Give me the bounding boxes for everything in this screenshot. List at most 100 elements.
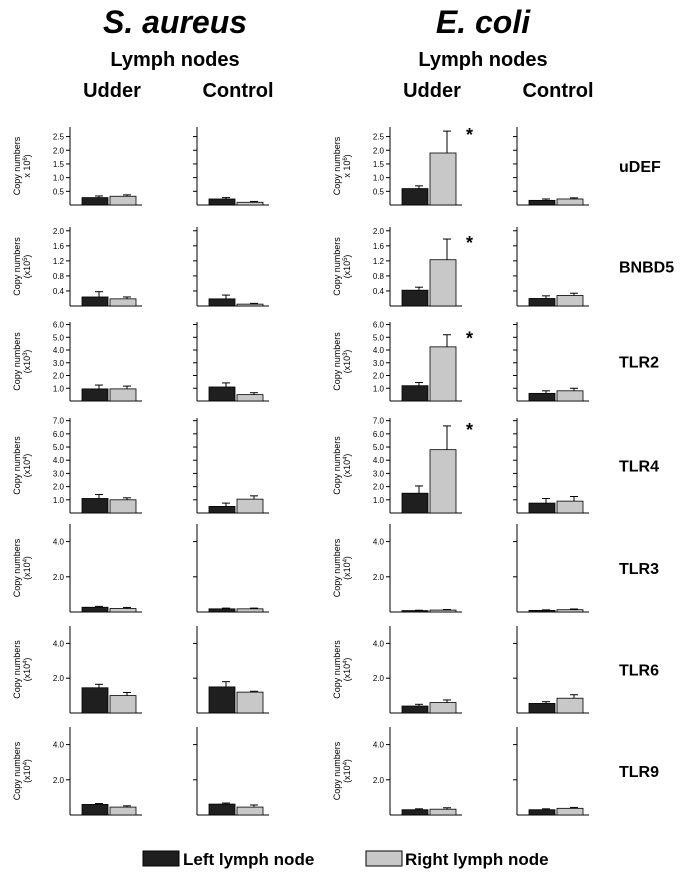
bar-right-lymph-node — [556, 697, 584, 714]
bar-right-lymph-node — [236, 498, 264, 514]
y-tick-label: 5.0 — [373, 333, 385, 342]
y-axis-label-line1: Copy numbers — [332, 640, 342, 699]
y-axis-label-exp: 5 — [23, 257, 29, 261]
y-tick-label: 2.0 — [53, 227, 65, 236]
y-tick-label: 1.0 — [53, 174, 65, 183]
legend-label-left: Left lymph node — [183, 850, 314, 869]
y-axis-label-line2: (x10 — [342, 562, 352, 580]
significance-star: * — [466, 233, 473, 253]
bar-left-lymph-node — [208, 386, 236, 402]
y-axis-label-line2: x 10 — [342, 161, 352, 178]
panel: 2.0 4.0 — [53, 626, 142, 714]
bar-right-lymph-node — [429, 702, 457, 714]
y-tick-label: 0.4 — [53, 287, 65, 296]
y-axis-label-line1: Copy numbers — [332, 237, 342, 296]
bar-right-lymph-node — [556, 500, 584, 514]
y-axis-label-line1: Copy numbers — [332, 436, 342, 495]
y-tick-label: 0.4 — [373, 287, 385, 296]
bar-right-lymph-node — [236, 303, 264, 307]
y-tick-label: 2.0 — [373, 674, 385, 683]
y-axis-label-line2: (x10 — [22, 261, 32, 279]
y-axis-label-exp: 4 — [343, 558, 349, 562]
bar-left-lymph-node — [528, 610, 556, 613]
panel — [513, 418, 589, 514]
bar-left-lymph-node — [81, 687, 109, 714]
y-axis-label-exp: 6 — [343, 157, 349, 161]
y-axis-label: Copy numbers(x104) — [332, 741, 352, 800]
y-tick-label: 1.6 — [373, 242, 385, 251]
panel — [193, 727, 269, 816]
bar-left-lymph-node — [401, 610, 429, 613]
y-tick-label: 3.0 — [373, 469, 385, 478]
bar-left-lymph-node — [81, 296, 109, 307]
sub-title-lymph-nodes-left: Lymph nodes — [110, 49, 239, 71]
organism-title-s-aureus: S. aureus — [103, 4, 247, 40]
y-tick-label: 1.6 — [53, 242, 65, 251]
bar-left-lymph-node — [401, 289, 429, 307]
y-axis-label-line1: Copy numbers — [332, 741, 342, 800]
bar-left-lymph-node — [81, 804, 109, 816]
y-tick-label: 1.5 — [53, 160, 65, 169]
legend-label-right: Right lymph node — [405, 850, 549, 869]
y-axis-label: Copy numbers(x103) — [332, 332, 352, 391]
y-tick-label: 0.5 — [373, 187, 385, 196]
bar-right-lymph-node — [556, 295, 584, 307]
bar-left-lymph-node — [208, 608, 236, 613]
bar-left-lymph-node — [528, 703, 556, 714]
y-axis-label: Copy numbersx 106) — [332, 136, 352, 195]
y-tick-label: 7.0 — [373, 417, 385, 426]
y-tick-label: 1.2 — [373, 257, 385, 266]
y-tick-label: 4.0 — [373, 741, 385, 750]
y-axis-label-line1: Copy numbers — [332, 332, 342, 391]
panel — [513, 524, 589, 613]
bar-right-lymph-node — [109, 298, 137, 307]
bar-right-lymph-node — [109, 806, 137, 816]
bar-right-lymph-node — [109, 388, 137, 402]
bar-right-lymph-node — [429, 346, 457, 402]
y-axis-label-close: ) — [22, 658, 32, 661]
y-tick-label: 4.0 — [53, 538, 65, 547]
y-tick-label: 6.0 — [373, 321, 385, 330]
gene-label-bnbd5: BNBD5 — [619, 260, 674, 277]
y-axis-label-line1: Copy numbers — [12, 332, 22, 391]
panel — [513, 127, 589, 206]
y-axis-label-exp: 4 — [23, 456, 29, 460]
y-axis-label-exp: 3 — [23, 352, 29, 356]
y-tick-label: 2.0 — [373, 483, 385, 492]
gene-label-tlr4: TLR4 — [619, 459, 659, 476]
bar-right-lymph-node — [109, 695, 137, 714]
y-axis-label-line1: Copy numbers — [12, 136, 22, 195]
y-tick-label: 2.5 — [53, 133, 65, 142]
y-tick-label: 2.0 — [373, 573, 385, 582]
panel: 0.4 0.8 1.2 1.6 2.0 — [53, 227, 142, 307]
bar-left-lymph-node — [208, 506, 236, 514]
y-tick-label: 6.0 — [53, 321, 65, 330]
y-tick-label: 1.0 — [53, 496, 65, 505]
y-axis-label-line1: Copy numbers — [12, 237, 22, 296]
panel: 2.0 4.0 — [53, 727, 142, 816]
panel: 1.0 2.0 3.0 4.0 5.0 6.0 * — [373, 321, 473, 402]
y-tick-label: 4.0 — [373, 639, 385, 648]
y-axis-label-line2: (x10 — [22, 664, 32, 682]
bar-right-lymph-node — [429, 808, 457, 816]
y-tick-label: 4.0 — [373, 346, 385, 355]
y-axis-label-exp: 4 — [343, 660, 349, 664]
y-axis-label-line1: Copy numbers — [12, 436, 22, 495]
organism-title-e-coli: E. coli — [436, 4, 531, 40]
y-tick-label: 5.0 — [53, 333, 65, 342]
gene-label-udef: uDEF — [619, 159, 661, 176]
y-axis-label-line2: x 10 — [22, 161, 32, 178]
y-tick-label: 5.0 — [373, 443, 385, 452]
y-axis-label-exp: 4 — [23, 761, 29, 765]
gene-label-tlr9: TLR9 — [619, 764, 659, 781]
panel: 0.4 0.8 1.2 1.6 2.0 * — [373, 227, 473, 307]
y-axis-label: Copy numbers(x104) — [12, 640, 32, 699]
panel: 0.5 1.0 1.5 2.0 2.5 — [53, 127, 142, 206]
sub-title-lymph-nodes-right: Lymph nodes — [418, 49, 547, 71]
panel: 2.0 4.0 — [373, 524, 462, 613]
y-tick-label: 4.0 — [53, 346, 65, 355]
bar-right-lymph-node — [109, 195, 137, 206]
